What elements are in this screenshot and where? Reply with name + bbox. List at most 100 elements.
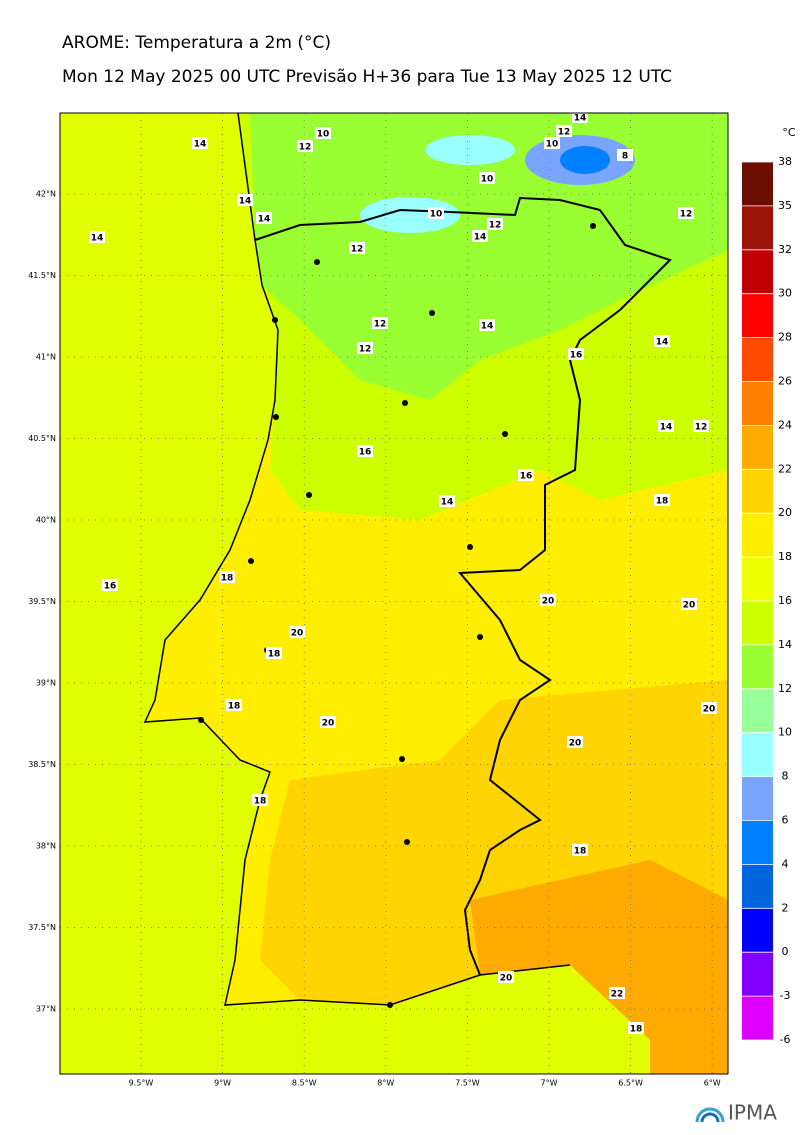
colorbar-swatch [742, 162, 773, 206]
colorbar-label: 8 [782, 770, 789, 783]
label-bg [266, 647, 282, 659]
colorbar-unit: °C [782, 126, 796, 139]
label-bg [439, 495, 455, 507]
label-bg [681, 598, 697, 610]
contour-label: 18 [656, 497, 669, 507]
label-bg [556, 125, 572, 137]
contour-label: 12 [489, 221, 502, 231]
contour-label: 10 [481, 175, 494, 185]
colorbar-swatch [742, 249, 773, 294]
contour-label: 14 [474, 233, 487, 243]
label-bg [572, 111, 588, 123]
contour-label: 12 [299, 143, 312, 153]
contour-label: 16 [359, 448, 372, 458]
contour-label: 18 [228, 702, 241, 712]
contour-label: 20 [703, 705, 716, 715]
city [387, 1002, 393, 1008]
lon-label: 7°W [541, 1079, 558, 1088]
contour-label: 16 [104, 582, 117, 592]
colorbar-swatch [742, 776, 773, 821]
contour-label: 8 [622, 152, 628, 162]
colorbar-label: -3 [780, 989, 791, 1002]
colorbar-label: 35 [778, 199, 792, 212]
city [404, 839, 410, 845]
contour-label: 18 [221, 574, 234, 584]
label-bg [572, 844, 588, 856]
city [272, 317, 278, 323]
colorbar-label: 12 [778, 682, 792, 695]
colorbar-label: 20 [778, 506, 792, 519]
city [590, 223, 596, 229]
contour-label: 12 [558, 128, 571, 138]
contour-label: 20 [500, 974, 513, 984]
colorbar-label: 26 [778, 375, 792, 388]
lat-label: 41.5°N [28, 271, 56, 280]
label-bg [428, 207, 444, 219]
contour-label: 10 [317, 130, 330, 140]
label-bg [472, 230, 488, 242]
city [477, 634, 483, 640]
lon-label: 7.5°W [455, 1079, 480, 1088]
colorbar-label: 16 [778, 594, 792, 607]
colorbar-swatch [742, 601, 773, 645]
colorbar-label: 38 [778, 155, 792, 168]
colorbar-swatch [742, 820, 773, 865]
city [198, 717, 204, 723]
contour-label: 20 [569, 739, 582, 749]
lon-label: 6.5°W [618, 1079, 643, 1088]
label-bg [567, 736, 583, 748]
contour-label: 14 [441, 498, 454, 508]
lat-label: 38.5°N [28, 760, 56, 769]
label-bg [658, 420, 674, 432]
label-bg [701, 702, 717, 714]
contour-label: 14 [481, 322, 494, 332]
contour-label: 10 [546, 140, 559, 150]
label-bg [289, 626, 305, 638]
contour-label: 16 [570, 351, 583, 361]
label-bg [357, 342, 373, 354]
label-bg [479, 319, 495, 331]
contour-label: 12 [680, 210, 693, 220]
colorbar-swatch [742, 996, 773, 1040]
cities [198, 223, 596, 1008]
contour-label: 20 [291, 629, 304, 639]
contour-label: 10 [430, 210, 443, 220]
colorbar-swatch [742, 644, 773, 689]
colorbar-swatch [742, 952, 773, 997]
colorbar-label: 22 [778, 462, 792, 475]
colorbar-label: 0 [782, 945, 789, 958]
cold-patch [425, 135, 515, 165]
city [306, 492, 312, 498]
lat-label: 39°N [36, 679, 56, 688]
colorbar-label: 2 [782, 901, 789, 914]
label-bg [540, 594, 556, 606]
coastline [143, 112, 571, 1006]
colorbar-swatch [742, 425, 773, 470]
colorbar-swatch [742, 205, 773, 250]
city [429, 310, 435, 316]
colorbar-label: 4 [782, 857, 789, 870]
colorbar-label: 14 [778, 638, 792, 651]
label-bg [226, 699, 242, 711]
label-bg [654, 494, 670, 506]
contour-label: 12 [374, 320, 387, 330]
label-bg [568, 348, 584, 360]
label-bg [192, 137, 208, 149]
contour-label: 14 [239, 197, 252, 207]
lat-label: 38°N [36, 842, 56, 851]
contour-label: 18 [254, 797, 267, 807]
colorbar-swatch [742, 557, 773, 601]
colorbar-label: 24 [778, 418, 792, 431]
city [248, 558, 254, 564]
colorbar-swatch [742, 381, 773, 426]
lat-label: 40°N [36, 516, 56, 525]
lon-label: 8.5°W [292, 1079, 317, 1088]
contour-label: 14 [258, 215, 271, 225]
city [467, 544, 473, 550]
label-bg [628, 1022, 644, 1034]
colorbar-label: 6 [782, 814, 789, 827]
label-bg [372, 317, 388, 329]
green-north [250, 113, 728, 400]
